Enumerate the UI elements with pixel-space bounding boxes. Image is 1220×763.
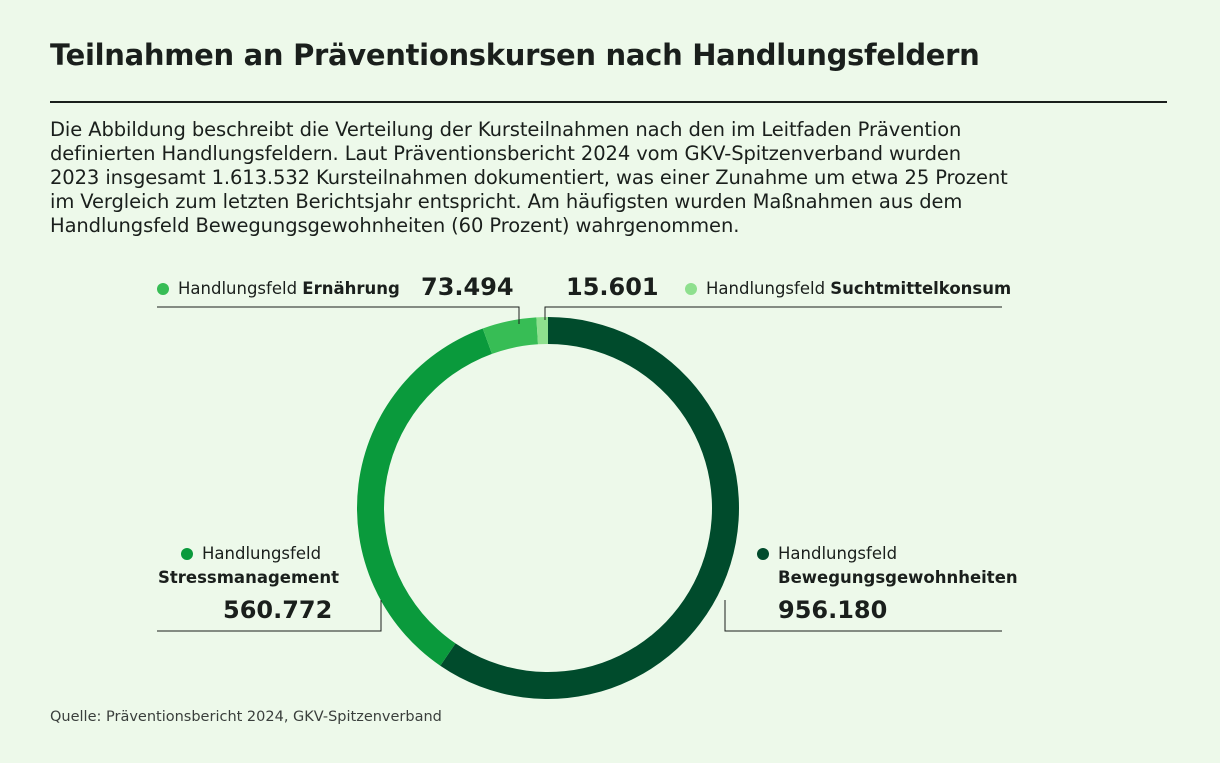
leader-line-suchtmittelkonsum <box>544 306 1002 320</box>
value-label-stressmanagement: 560.772 <box>223 596 333 624</box>
leader-line-stressmanagement <box>157 600 382 632</box>
legend-label-ernaehrung: Handlungsfeld Ernährung <box>157 279 400 298</box>
category-name-bewegung: Bewegungsgewohnheiten <box>778 568 1018 587</box>
title-divider <box>50 101 1167 103</box>
category-name-stressmanagement: Stressmanagement <box>158 568 339 587</box>
value-label-suchtmittelkonsum: 15.601 <box>566 273 659 301</box>
slice-suchtmittelkonsum <box>536 317 548 345</box>
description-line: Handlungsfeld Bewegungsgewohnheiten (60 … <box>50 214 740 237</box>
slice-ernaehrung <box>482 317 538 354</box>
label-prefix: Handlungsfeld <box>202 544 322 563</box>
leader-line-ernaehrung <box>157 306 520 324</box>
value-label-bewegung: 956.180 <box>778 596 888 624</box>
description-line: im Vergleich zum letzten Berichtsjahr en… <box>50 190 963 213</box>
legend-dot-ernaehrung <box>157 283 169 295</box>
slice-bewegung <box>440 317 739 699</box>
legend-dot-bewegung <box>757 548 769 560</box>
description-line: definierten Handlungsfeldern. Laut Präve… <box>50 142 962 165</box>
chart-description: Die Abbildung beschreibt die Verteilung … <box>50 118 1180 238</box>
source-note: Quelle: Präventionsbericht 2024, GKV-Spi… <box>50 709 442 725</box>
slice-stressmanagement <box>357 328 492 666</box>
leader-line-bewegung <box>724 600 1002 632</box>
label-prefix: Handlungsfeld <box>778 544 898 563</box>
label-prefix: Handlungsfeld <box>178 279 298 298</box>
legend-label-suchtmittelkonsum: Handlungsfeld Suchtmittelkonsum <box>685 279 1011 298</box>
value-label-ernaehrung: 73.494 <box>421 273 514 301</box>
label-prefix: Handlungsfeld <box>706 279 826 298</box>
description-line: Die Abbildung beschreibt die Verteilung … <box>50 118 962 141</box>
legend-dot-suchtmittelkonsum <box>685 283 697 295</box>
category-name: Suchtmittelkonsum <box>830 279 1012 298</box>
legend-label-bewegung: Handlungsfeld <box>757 544 897 563</box>
chart-title: Teilnahmen an Präventionskursen nach Han… <box>50 38 980 72</box>
legend-label-stressmanagement: Handlungsfeld <box>181 544 321 563</box>
description-line: 2023 insgesamt 1.613.532 Kursteilnahmen … <box>50 166 1008 189</box>
legend-dot-stressmanagement <box>181 548 193 560</box>
category-name: Ernährung <box>302 279 400 298</box>
